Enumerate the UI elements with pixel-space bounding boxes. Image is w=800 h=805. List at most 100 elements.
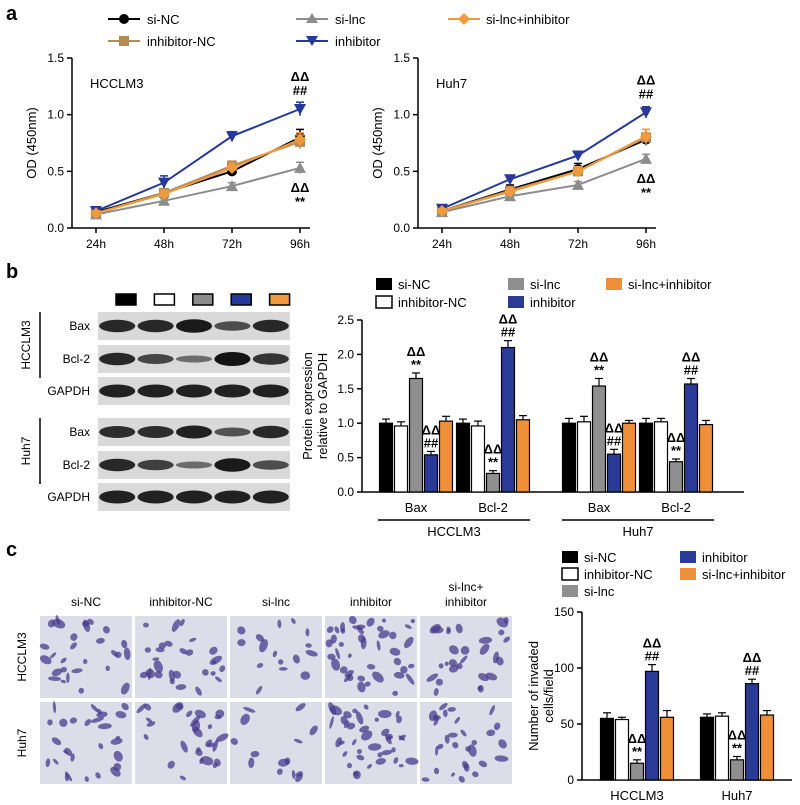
invaded-cell <box>199 757 204 764</box>
invaded-cell <box>292 654 300 664</box>
invaded-cell <box>305 643 312 648</box>
blot-band <box>175 490 213 504</box>
invaded-cell <box>489 705 496 716</box>
invaded-cell <box>381 728 390 736</box>
invaded-cell <box>377 752 383 758</box>
invaded-cell <box>98 743 104 750</box>
series-si_lnc <box>90 161 306 220</box>
invaded-cell <box>66 672 70 684</box>
invaded-cell <box>405 673 415 685</box>
significance-mark: ** <box>641 185 652 200</box>
invaded-cell <box>352 625 363 631</box>
blot-band <box>137 426 174 438</box>
blot-band <box>252 425 289 439</box>
invaded-cell <box>456 663 463 670</box>
invaded-cell <box>84 718 92 727</box>
invaded-cell <box>95 772 101 779</box>
invaded-cell <box>346 722 356 730</box>
invaded-cell <box>272 650 278 658</box>
bar <box>659 716 675 781</box>
bar <box>668 461 684 493</box>
series-si_lnc <box>408 372 684 493</box>
bar <box>393 425 409 493</box>
invaded-cell <box>143 622 149 628</box>
invaded-cell <box>447 707 456 712</box>
data-point <box>226 180 238 192</box>
invaded-cell <box>334 626 340 634</box>
invaded-cell <box>243 707 256 713</box>
series-si_nc <box>599 712 715 781</box>
bar <box>759 714 775 781</box>
micrograph-panel <box>135 616 227 698</box>
invaded-cell <box>364 681 371 687</box>
series-inhibitor <box>423 340 699 493</box>
x-tick-label: 96h <box>290 237 310 251</box>
blot-band <box>214 458 251 472</box>
invaded-cell <box>493 722 501 731</box>
y-tick-label: 0.5 <box>393 164 410 178</box>
y-tick-label: 0.0 <box>393 221 410 235</box>
bar <box>470 425 486 493</box>
invaded-cell <box>180 740 188 753</box>
invaded-cell <box>478 636 493 644</box>
series-si_lnc <box>629 755 745 781</box>
legend-c-inhibitor-nc-label: inhibitor-NC <box>584 567 653 582</box>
bar <box>561 422 577 493</box>
invaded-cell <box>463 763 470 772</box>
invaded-cell <box>392 690 399 696</box>
invaded-cell <box>185 649 194 656</box>
series-line-si_nc <box>95 136 301 214</box>
invaded-cell <box>158 642 167 649</box>
invaded-cell <box>387 733 394 740</box>
invaded-cell <box>396 715 402 724</box>
x-tick-label: 72h <box>222 237 242 251</box>
blot-band <box>175 461 213 469</box>
category-label: Huh7 <box>721 788 752 803</box>
invaded-cell <box>407 663 415 669</box>
series-line-inhibitor <box>95 108 301 212</box>
legend-b-si-lnc-inhibitor-label: si-lnc+inhibitor <box>628 277 712 292</box>
series-si_lnc_inhibitor <box>438 415 714 493</box>
data-point <box>436 205 448 217</box>
invaded-cell <box>421 777 430 782</box>
invaded-cell <box>342 751 348 757</box>
panel-letter-a: a <box>6 3 18 25</box>
legend-b-si-nc: si-NC <box>376 277 431 292</box>
significance-mark: ΔΔ <box>484 442 503 457</box>
legend-a-inhibitor-nc: inhibitor-NC <box>108 34 216 49</box>
legend-b-si-lnc-inhibitor: si-lnc+inhibitor <box>606 277 712 292</box>
invaded-cell <box>330 634 337 644</box>
significance-mark: ** <box>411 357 422 372</box>
blot-group-label: HCCLM3 <box>19 320 33 370</box>
x-tick-label: 48h <box>154 237 174 251</box>
bar <box>423 454 439 493</box>
invaded-cell <box>478 760 488 768</box>
significance-mark: ΔΔ <box>743 650 762 665</box>
bar <box>438 420 454 493</box>
invaded-cell <box>435 678 443 686</box>
invaded-cell <box>391 747 396 753</box>
invaded-cell <box>167 760 175 769</box>
invaded-cell <box>433 688 439 696</box>
invaded-cell <box>438 663 444 669</box>
invaded-cell <box>84 776 89 782</box>
invaded-cell <box>175 703 184 710</box>
category-label: HCCLM3 <box>610 788 663 803</box>
invaded-cell <box>96 708 102 715</box>
invaded-cell <box>87 618 94 625</box>
legend-c-si-lnc: si-lnc <box>562 584 615 599</box>
invaded-cell <box>335 737 343 748</box>
invaded-cell <box>153 660 163 673</box>
legend-a-si-lnc-inhibitor: si-lnc+inhibitor <box>448 12 570 27</box>
y-tick-label: 1.0 <box>393 108 410 122</box>
invaded-cell <box>136 703 147 714</box>
invaded-cell <box>460 729 467 737</box>
invaded-cell <box>444 661 449 666</box>
invaded-cell <box>351 739 357 746</box>
significance-mark: ** <box>488 455 499 470</box>
series-si_lnc_inhibitor <box>659 709 775 781</box>
blot-band <box>175 319 213 333</box>
invaded-cell <box>250 750 260 758</box>
invaded-cell <box>113 750 123 762</box>
